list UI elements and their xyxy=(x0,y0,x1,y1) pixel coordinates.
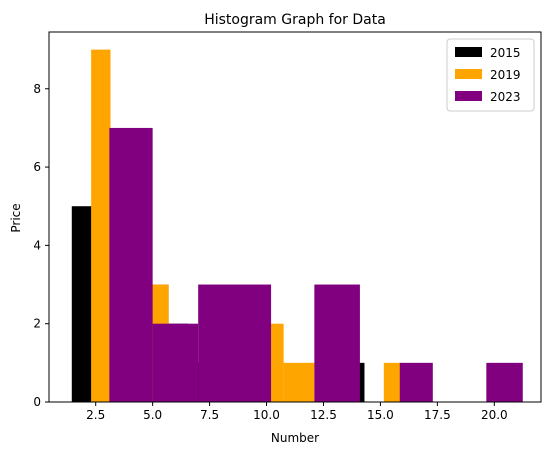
x-tick-label: 2.5 xyxy=(86,408,105,422)
bars-layer xyxy=(71,49,523,403)
legend-label-2019: 2019 xyxy=(490,68,521,82)
x-tick-label: 15.0 xyxy=(367,408,394,422)
legend-swatch-2019 xyxy=(455,69,482,79)
bar-2023-5 xyxy=(486,362,523,402)
x-axis-label: Number xyxy=(271,431,319,445)
y-axis-label: Price xyxy=(9,203,23,232)
bar-2023-0 xyxy=(109,127,153,403)
legend-label-2023: 2023 xyxy=(490,90,521,104)
bar-2023-3 xyxy=(314,284,360,402)
y-tick-label: 0 xyxy=(33,395,41,409)
plot-frame xyxy=(48,31,542,403)
x-tick-label: 20.0 xyxy=(481,408,508,422)
bar-2023-1 xyxy=(152,323,199,402)
y-tick-label: 4 xyxy=(33,238,41,252)
bar-2023-2 xyxy=(198,284,272,402)
legend: 2015 2019 2023 xyxy=(446,38,535,112)
chart-title: Histogram Graph for Data xyxy=(204,12,386,28)
ticks-layer: 2.5 5.0 7.5 10.0 12.5 15.0 17.5 20.0 0 2 4 6 8 xyxy=(33,82,507,422)
bar-2019-5 xyxy=(383,362,403,402)
x-tick-label: 5.0 xyxy=(143,408,162,422)
legend-swatch-2015 xyxy=(455,47,482,57)
y-tick-label: 8 xyxy=(33,82,41,96)
legend-swatch-2023 xyxy=(455,91,482,101)
x-tick-label: 12.5 xyxy=(310,408,337,422)
x-tick-label: 17.5 xyxy=(424,408,451,422)
bar-2019-0 xyxy=(91,49,111,403)
x-tick-label: 10.0 xyxy=(253,408,280,422)
bar-2023-4 xyxy=(399,362,433,402)
bar-2015-0 xyxy=(71,206,92,402)
y-tick-label: 6 xyxy=(33,160,41,174)
x-tick-label: 7.5 xyxy=(200,408,219,422)
y-tick-label: 2 xyxy=(33,317,41,331)
bar-2019-4 xyxy=(283,362,315,402)
legend-label-2015: 2015 xyxy=(490,46,521,60)
